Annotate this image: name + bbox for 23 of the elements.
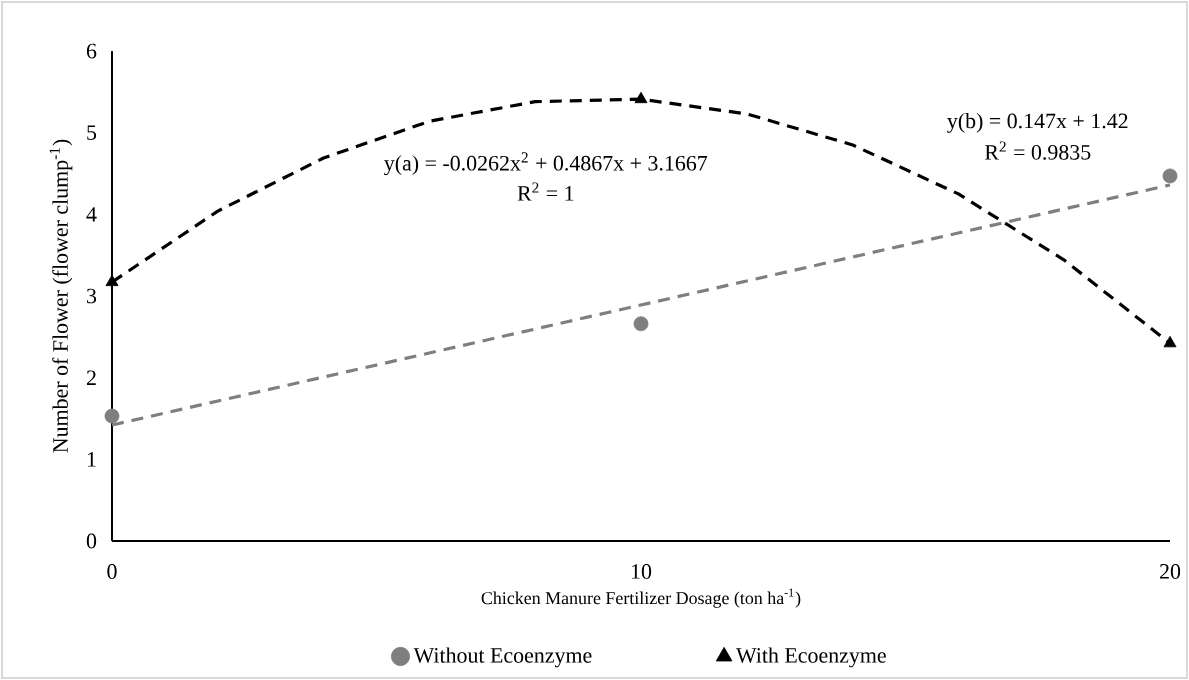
x-axis-title: Chicken Manure Fertilizer Dosage (ton ha$^{-1}$) [481, 588, 801, 608]
y-tick-label: 6 [86, 43, 97, 59]
y-tick-label: 0 [86, 533, 97, 549]
point [104, 408, 120, 424]
point [1163, 335, 1177, 348]
legend-label: Without Ecoenzyme [413, 647, 592, 668]
legend-label: With Ecoenzyme [736, 647, 886, 668]
point [105, 274, 119, 287]
x-tick-label: 20 [1160, 564, 1181, 579]
y-tick-label: 2 [86, 370, 96, 385]
annotation: y(b) = 0.147x + 1.42 [947, 112, 1128, 133]
y-tick-label: 5 [87, 125, 97, 140]
point [633, 316, 649, 332]
y-axis-title: Number of Flower (flower clump$^{-1}$) [49, 139, 73, 453]
point [634, 91, 648, 104]
annotation: R$^{2}$ = 0.9835 [984, 141, 1091, 160]
annotation: y(a) = -0.0262x$^{2}$ + 0.4867x + 3.1667 [384, 152, 708, 176]
y-tick-label: 1 [87, 452, 96, 467]
x-tick-label: 10 [631, 564, 652, 579]
annotation: R$^{2}$ = 1 [517, 182, 574, 201]
y-tick-label: 3 [87, 288, 97, 304]
y-tick-label: 4 [86, 207, 97, 222]
x-tick-label: 0 [107, 564, 117, 579]
